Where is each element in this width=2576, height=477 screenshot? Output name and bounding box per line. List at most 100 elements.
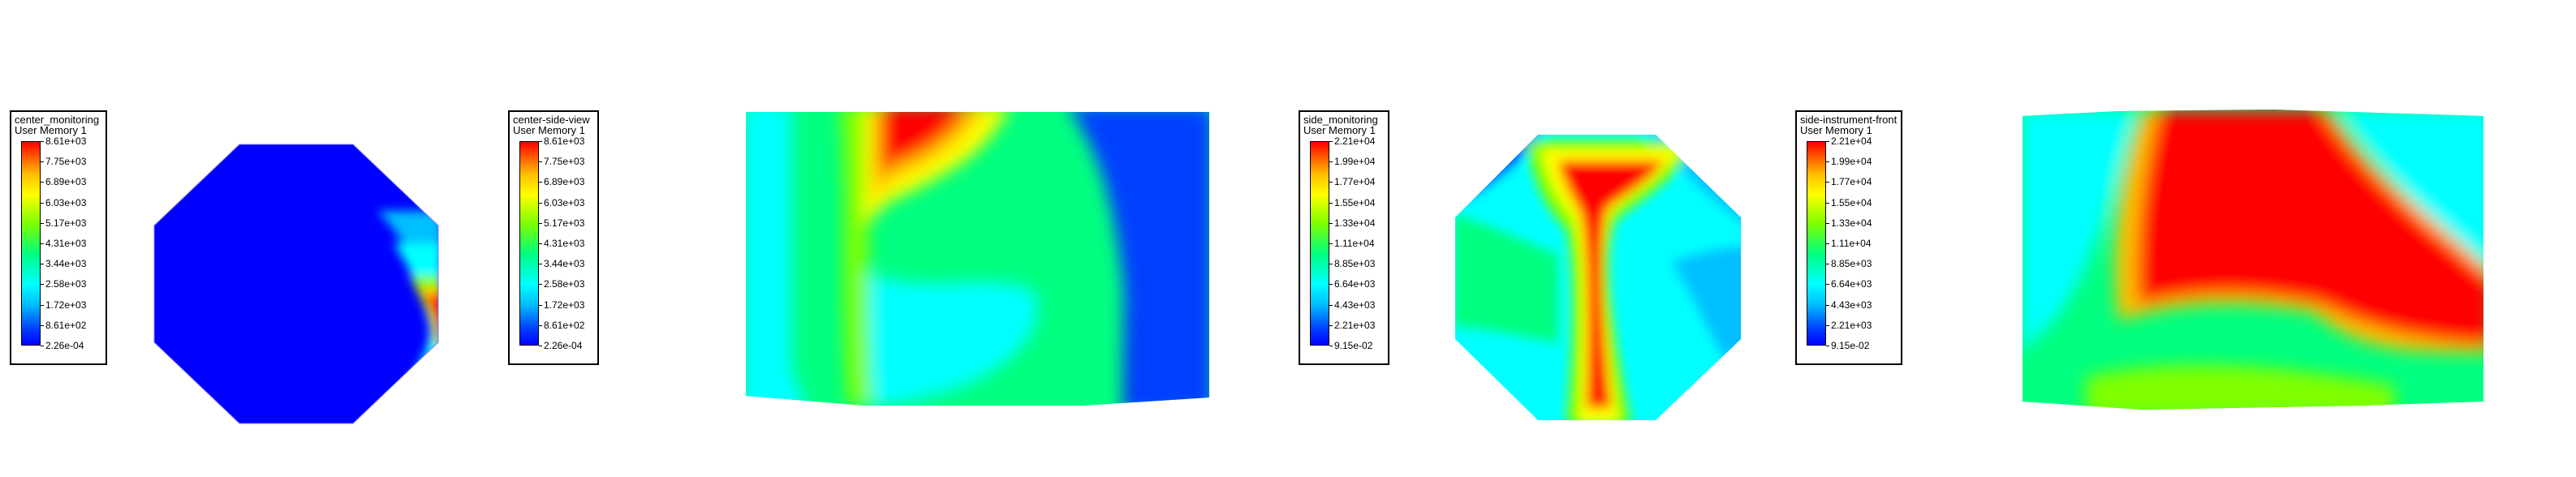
legend-title: side-instrument-front (1800, 114, 1898, 126)
tick-label: 1.72e+03 (544, 299, 585, 311)
tick-mark (41, 324, 44, 326)
tick-mark (539, 304, 542, 306)
tick-mark (1329, 182, 1333, 183)
tick-mark (1329, 284, 1333, 286)
tick-mark (1329, 141, 1333, 142)
side-monitoring-field (1455, 135, 1741, 420)
tick-label: 2.58e+03 (45, 278, 87, 290)
tick-label: 2.21e+04 (1334, 135, 1376, 147)
legend-title: center_monitoring (15, 114, 100, 126)
tick-mark (41, 304, 44, 306)
tick-mark (41, 182, 44, 183)
colorbar (1807, 141, 1826, 346)
legend-title: side_monitoring (1303, 114, 1378, 126)
tick-mark (1826, 141, 1829, 142)
tick-label: 3.44e+03 (544, 258, 585, 270)
tick-mark (1329, 202, 1333, 204)
legend-subtitle: User Memory 1 (513, 124, 585, 136)
tick-mark (1826, 284, 1829, 286)
tick-label: 6.03e+03 (544, 196, 585, 208)
tick-label: 8.61e+02 (45, 319, 87, 331)
tick-mark (539, 182, 542, 183)
tick-label: 1.72e+03 (45, 299, 87, 311)
tick-mark (1826, 243, 1829, 244)
tick-label: 2.21e+03 (1334, 319, 1376, 331)
tick-label: 1.55e+04 (1334, 196, 1376, 208)
legend-center-monitoring: center_monitoring User Memory 1 8.61e+03… (10, 110, 107, 365)
tick-label: 2.58e+03 (544, 278, 585, 290)
tick-label: 1.99e+04 (1334, 156, 1376, 168)
tick-mark (539, 161, 542, 163)
tick-label: 2.26e-04 (45, 340, 84, 351)
tick-label: 4.43e+03 (1334, 299, 1376, 311)
tick-label: 1.11e+04 (1334, 238, 1375, 249)
tick-label: 6.64e+03 (1334, 278, 1376, 290)
tick-mark (1826, 161, 1829, 163)
tick-label: 1.33e+04 (1334, 217, 1376, 229)
tick-mark (1329, 243, 1333, 244)
tick-mark (539, 243, 542, 244)
tick-mark (1826, 304, 1829, 306)
tick-label: 1.11e+04 (1831, 238, 1872, 249)
tick-label: 6.89e+03 (45, 176, 87, 188)
tick-mark (41, 161, 44, 163)
tick-label: 6.64e+03 (1831, 278, 1872, 290)
tick-label: 1.33e+04 (1831, 217, 1872, 229)
tick-mark (1826, 202, 1829, 204)
legend-title: center-side-view (513, 114, 590, 126)
tick-mark (1826, 222, 1829, 224)
tick-label: 4.31e+03 (544, 238, 585, 249)
tick-label: 2.26e-04 (544, 340, 583, 351)
legend-subtitle: User Memory 1 (1303, 124, 1376, 136)
tick-mark (1329, 304, 1333, 306)
tick-mark (539, 141, 542, 142)
tick-mark (41, 141, 44, 142)
tick-mark (539, 222, 542, 224)
tick-mark (1826, 182, 1829, 183)
tick-label: 3.44e+03 (45, 258, 87, 270)
tick-label: 1.77e+04 (1334, 176, 1376, 188)
colorbar (21, 141, 41, 346)
center-side-view-field (746, 112, 1209, 406)
colorbar (1310, 141, 1329, 346)
tick-mark (539, 202, 542, 204)
tick-mark (41, 222, 44, 224)
tick-mark (1329, 324, 1333, 326)
tick-label: 7.75e+03 (544, 156, 585, 168)
tick-mark (41, 284, 44, 286)
tick-label: 8.85e+03 (1831, 258, 1872, 270)
tick-mark (1329, 222, 1333, 224)
tick-mark (539, 324, 542, 326)
legend-center-side-view: center-side-view User Memory 1 8.61e+03 7… (508, 110, 599, 365)
tick-label: 5.17e+03 (45, 217, 87, 229)
center-monitoring-field (153, 144, 439, 424)
tick-label: 8.61e+03 (45, 135, 87, 147)
tick-label: 8.85e+03 (1334, 258, 1376, 270)
tick-mark (1826, 324, 1829, 326)
tick-label: 9.15e-02 (1334, 340, 1373, 351)
tick-label: 6.89e+03 (544, 176, 585, 188)
tick-label: 8.61e+02 (544, 319, 585, 331)
tick-label: 9.15e-02 (1831, 340, 1870, 351)
tick-label: 4.31e+03 (45, 238, 87, 249)
tick-label: 7.75e+03 (45, 156, 87, 168)
side-instrument-front-field (2022, 110, 2483, 410)
tick-label: 1.99e+04 (1831, 156, 1872, 168)
tick-mark (41, 243, 44, 244)
legend-side-instrument-front: side-instrument-front User Memory 1 2.21… (1795, 110, 1902, 365)
tick-mark (539, 284, 542, 286)
tick-label: 5.17e+03 (544, 217, 585, 229)
colorbar (519, 141, 539, 346)
tick-mark (1329, 161, 1333, 163)
tick-label: 2.21e+04 (1831, 135, 1872, 147)
tick-label: 8.61e+03 (544, 135, 585, 147)
legend-subtitle: User Memory 1 (15, 124, 87, 136)
tick-label: 6.03e+03 (45, 196, 87, 208)
tick-mark (41, 202, 44, 204)
tick-label: 4.43e+03 (1831, 299, 1872, 311)
tick-label: 1.77e+04 (1831, 176, 1872, 188)
tick-label: 2.21e+03 (1831, 319, 1872, 331)
legend-subtitle: User Memory 1 (1800, 124, 1872, 136)
tick-label: 1.55e+04 (1831, 196, 1872, 208)
legend-side-monitoring: side_monitoring User Memory 1 2.21e+04 1.… (1299, 110, 1389, 365)
